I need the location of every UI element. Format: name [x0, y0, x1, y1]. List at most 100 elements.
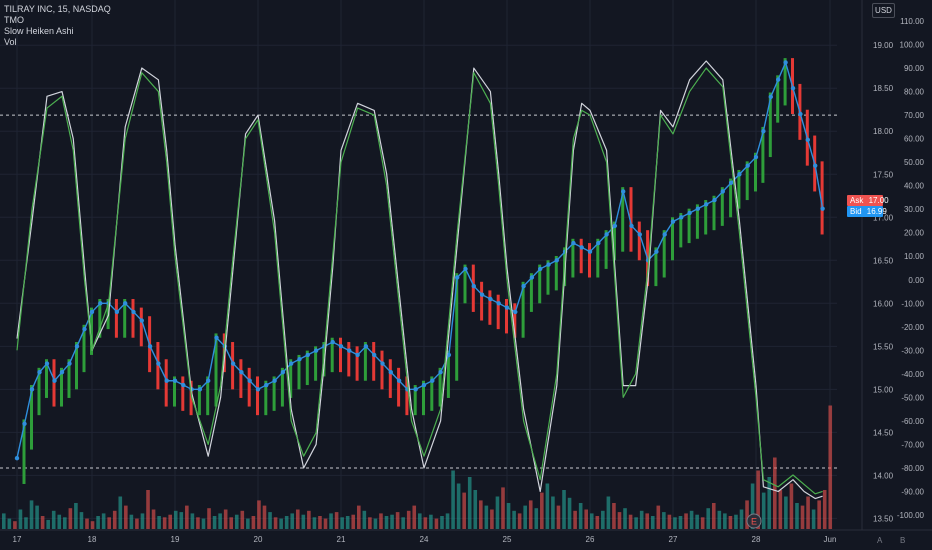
heiken-ashi-candle: [181, 376, 185, 411]
heiken-ashi-candle: [571, 238, 575, 278]
oscillator-tick-label: 30.00: [904, 205, 925, 214]
time-tick-label: 25: [503, 535, 512, 544]
volume-bar: [429, 514, 433, 529]
volume-bar: [7, 518, 12, 529]
heiken-ashi-candle: [363, 342, 367, 381]
volume-bar: [390, 514, 394, 529]
volume-bar: [423, 517, 428, 529]
time-tick-label: 18: [88, 535, 97, 544]
volume-bar: [290, 513, 295, 529]
heiken-ashi-candle: [654, 247, 658, 287]
heiken-ashi-candle: [397, 367, 401, 407]
volume-bar: [606, 496, 611, 529]
volume-bar: [301, 514, 306, 529]
volume-bar: [545, 483, 550, 529]
heiken-ashi-line: [16, 60, 824, 459]
heiken-ashi-candle: [355, 346, 359, 381]
heiken-ashi-point: [471, 283, 476, 289]
auto-scale-button[interactable]: A: [877, 536, 883, 545]
volume-bar: [129, 514, 134, 529]
tmo-line: [16, 67, 823, 495]
heiken-ashi-point: [604, 232, 609, 237]
volume-bar: [673, 517, 677, 529]
volume-bar: [257, 500, 261, 529]
heiken-ashi-point: [29, 387, 35, 392]
oscillator-tick-label: 0.00: [908, 276, 924, 285]
heiken-ashi-point: [679, 215, 684, 220]
price-tick-label: 18.50: [873, 84, 894, 93]
volume-bar: [218, 513, 222, 529]
heiken-ashi-candle: [629, 187, 633, 252]
heiken-ashi-candle: [45, 359, 48, 398]
volume-bar: [684, 513, 688, 529]
volume-bar: [63, 517, 67, 529]
heiken-ashi-candle: [455, 273, 459, 381]
heiken-ashi-point: [720, 189, 725, 194]
heiken-ashi-point: [347, 348, 352, 353]
heiken-legend-label[interactable]: Slow Heiken Ashi: [4, 26, 74, 36]
heiken-ashi-candle: [776, 75, 780, 123]
volume-bar: [800, 505, 805, 529]
volume-bar: [556, 505, 561, 529]
heiken-ashi-candle: [305, 350, 309, 386]
heiken-ashi-candle: [231, 342, 235, 390]
volume-bar: [246, 518, 250, 529]
volume-bar: [101, 513, 106, 529]
heiken-ashi-candle: [272, 376, 276, 411]
heiken-ashi-candle: [37, 367, 41, 416]
time-tick-label: 21: [337, 535, 346, 544]
heiken-ashi-point: [355, 352, 360, 358]
volume-bar: [739, 509, 744, 529]
heiken-ashi-point: [264, 382, 269, 388]
volume-bar: [362, 510, 367, 529]
heiken-ashi-candle: [430, 376, 434, 411]
volume-bar: [229, 517, 234, 529]
volume-bar: [551, 496, 555, 529]
volume-bar: [406, 510, 411, 529]
heiken-ashi-candle: [380, 350, 384, 390]
bid-price-tag: Bid 16.99: [847, 206, 887, 217]
vol-legend-label[interactable]: Vol: [4, 37, 17, 47]
oscillator-tick-label: -60.00: [901, 417, 924, 426]
volume-bar: [517, 513, 522, 529]
volume-bar: [68, 508, 73, 529]
currency-button[interactable]: USD: [872, 3, 895, 18]
heiken-ashi-point: [798, 111, 803, 117]
heiken-ashi-candle: [679, 212, 683, 248]
heiken-ashi-point: [114, 309, 120, 315]
heiken-ashi-candle: [637, 221, 641, 261]
heiken-ashi-candle: [463, 264, 467, 304]
heiken-ashi-candle: [256, 376, 259, 416]
oscillator-tick-label: -80.00: [901, 464, 924, 473]
heiken-ashi-candle: [488, 290, 492, 325]
volume-bar: [584, 509, 588, 529]
volume-bar: [795, 503, 799, 529]
volume-bar: [35, 505, 39, 529]
heiken-ashi-point: [388, 369, 393, 375]
heiken-ashi-point: [338, 344, 344, 349]
volume-bar: [778, 490, 783, 529]
price-tick-label: 16.50: [873, 256, 894, 265]
heiken-ashi-point: [52, 378, 57, 383]
heiken-ashi-point: [446, 352, 452, 358]
volume-bar: [345, 516, 350, 529]
time-tick-label: 20: [254, 535, 263, 544]
heiken-ashi-candle: [521, 281, 525, 338]
heiken-ashi-candle: [214, 333, 218, 407]
heiken-ashi-point: [255, 387, 261, 392]
tmo-legend-label[interactable]: TMO: [4, 15, 24, 25]
volume-bar: [784, 496, 788, 529]
volume-bar: [567, 497, 572, 529]
heiken-ashi-candle: [538, 264, 542, 304]
price-tick-label: 15.00: [873, 385, 894, 394]
heiken-ashi-candle: [189, 380, 193, 416]
heiken-ashi-candle: [98, 299, 102, 338]
heiken-ashi-point: [297, 357, 302, 362]
volume-bar: [456, 483, 461, 529]
volume-bar: [467, 477, 472, 529]
heiken-ashi-point: [413, 387, 418, 392]
axis-settings-button[interactable]: B: [900, 536, 906, 545]
volume-bar: [168, 514, 172, 529]
heiken-ashi-point: [629, 223, 634, 229]
